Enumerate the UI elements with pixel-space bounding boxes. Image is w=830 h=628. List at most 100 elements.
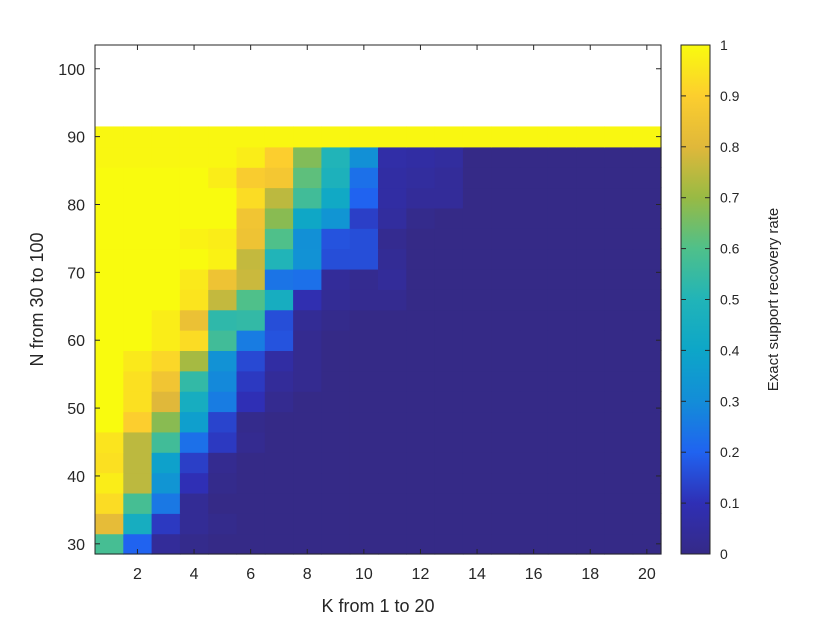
heatmap-cell — [576, 207, 605, 229]
heatmap-cell — [547, 268, 577, 290]
heatmap-cell — [406, 472, 436, 494]
heatmap-cell — [95, 126, 124, 148]
heatmap-cell — [349, 228, 379, 250]
heatmap-cell — [378, 187, 407, 209]
heatmap-cell — [632, 248, 662, 270]
heatmap-cell — [547, 370, 577, 392]
heatmap-cell — [434, 248, 464, 270]
heatmap-cell — [321, 146, 351, 168]
heatmap-cell — [378, 309, 407, 331]
heatmap-cell — [462, 452, 492, 474]
heatmap-cell — [604, 167, 634, 189]
heatmap-cell — [462, 391, 492, 413]
heatmap-cell — [123, 492, 153, 514]
heatmap-cell — [179, 513, 209, 535]
plot-axes — [94, 44, 662, 555]
heatmap-cell — [236, 452, 266, 474]
heatmap-cell — [632, 268, 662, 290]
plot-frame — [94, 44, 662, 555]
heatmap-cell — [604, 289, 634, 311]
heatmap-cell — [406, 126, 436, 148]
heatmap-cell — [321, 431, 351, 453]
heatmap-cell — [378, 228, 407, 250]
heatmap-cell — [462, 533, 492, 555]
heatmap-cell — [179, 492, 209, 514]
heatmap-cell — [151, 452, 181, 474]
heatmap-cell — [462, 167, 492, 189]
heatmap-cell — [236, 309, 266, 331]
heatmap-cell — [406, 513, 436, 535]
x-tick-label: 14 — [468, 566, 486, 583]
heatmap-cell — [632, 126, 662, 148]
heatmap-cell — [123, 207, 153, 229]
heatmap-cell — [95, 228, 124, 250]
heatmap-cell — [406, 431, 436, 453]
heatmap-cell — [349, 268, 379, 290]
colorbar-tick-label: 0.3 — [720, 393, 740, 409]
heatmap-cell — [321, 248, 351, 270]
heatmap-cell — [151, 146, 181, 168]
heatmap-cell — [321, 513, 351, 535]
heatmap-cell — [491, 350, 521, 372]
y-axis-label: N from 30 to 100 — [27, 232, 47, 366]
heatmap-cell — [123, 330, 153, 351]
heatmap-cell — [491, 207, 521, 229]
heatmap-cell — [434, 411, 464, 433]
heatmap-cell — [293, 167, 322, 189]
y-tick-label: 40 — [67, 469, 85, 486]
heatmap-cell — [576, 289, 605, 311]
heatmap-cell — [349, 350, 379, 372]
heatmap-cell — [406, 248, 436, 270]
heatmap-cell — [123, 248, 153, 270]
heatmap-cell — [406, 228, 436, 250]
heatmap-cell — [378, 126, 407, 148]
heatmap-cell — [208, 289, 238, 311]
heatmap-cell — [264, 452, 294, 474]
heatmap-cell — [123, 350, 153, 372]
heatmap-cell — [123, 268, 153, 290]
heatmap-cell — [576, 268, 605, 290]
heatmap-cell — [264, 228, 294, 250]
heatmap-cell — [434, 146, 464, 168]
x-tick-label: 20 — [638, 566, 656, 583]
heatmap-cell — [179, 248, 209, 270]
heatmap-cell — [208, 492, 238, 514]
heatmap-cell — [95, 513, 124, 535]
heatmap-cell — [406, 187, 436, 209]
heatmap-cell — [123, 126, 153, 148]
heatmap-cell — [123, 309, 153, 331]
heatmap-cell — [519, 431, 549, 453]
heatmap-cell — [321, 187, 351, 209]
heatmap-cell — [264, 309, 294, 331]
y-tick-label: 30 — [67, 537, 85, 554]
heatmap-cell — [293, 411, 322, 433]
heatmap-cell — [434, 370, 464, 392]
heatmap-cell — [179, 330, 209, 351]
heatmap-cell — [434, 330, 464, 351]
heatmap-cell — [547, 533, 577, 555]
heatmap-cell — [434, 289, 464, 311]
heatmap-cell — [236, 167, 266, 189]
heatmap-cell — [95, 452, 124, 474]
heatmap-cell — [236, 187, 266, 209]
heatmap-cell — [321, 370, 351, 392]
heatmap-cell — [236, 350, 266, 372]
heatmap-cell — [406, 492, 436, 514]
heatmap-cell — [378, 248, 407, 270]
heatmap-cell — [576, 452, 605, 474]
heatmap-cell — [491, 146, 521, 168]
heatmap-cell — [321, 452, 351, 474]
heatmap-cell — [576, 187, 605, 209]
heatmap-cell — [293, 309, 322, 331]
heatmap-cell — [151, 391, 181, 413]
heatmap-cell — [293, 248, 322, 270]
heatmap-cell — [349, 370, 379, 392]
heatmap-cell — [208, 268, 238, 290]
x-tick-label: 2 — [133, 566, 142, 583]
heatmap-cell — [547, 411, 577, 433]
heatmap-cell — [321, 472, 351, 494]
heatmap-cell — [236, 411, 266, 433]
heatmap-cell — [576, 309, 605, 331]
heatmap-cell — [293, 431, 322, 453]
heatmap-cell — [406, 452, 436, 474]
